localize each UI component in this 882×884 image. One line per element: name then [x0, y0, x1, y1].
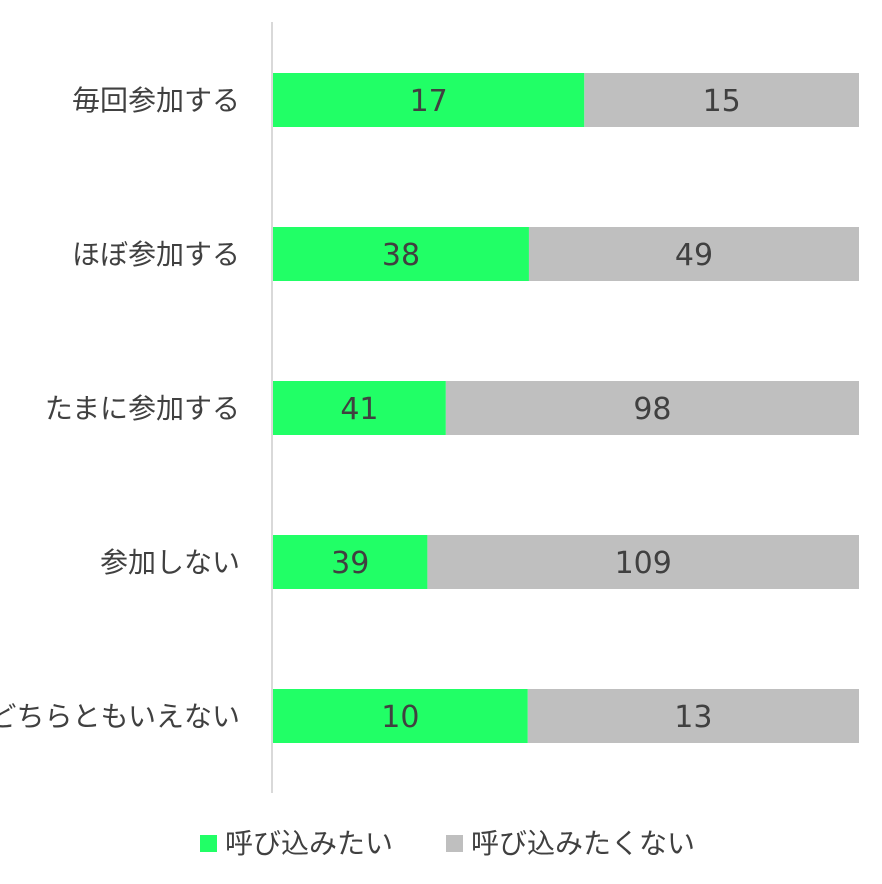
- bar-want-4: [273, 689, 528, 743]
- bars-layer: 17 15 38 49 41 98 39 109 10 13: [273, 73, 859, 743]
- data-label-dont-want-3: 109: [615, 546, 672, 581]
- bar-want-3: [273, 535, 428, 589]
- data-label-want-0: 17: [410, 84, 448, 119]
- legend-swatch-want: [200, 835, 217, 852]
- bar-dont-want-2: [445, 381, 859, 435]
- category-label-1: ほぼ参加する: [72, 238, 240, 271]
- bar-dont-want-4: [527, 689, 859, 743]
- category-label-2: たまに参加する: [45, 392, 240, 425]
- data-label-dont-want-4: 13: [674, 700, 712, 735]
- data-label-want-4: 10: [381, 700, 419, 735]
- bar-want-2: [273, 381, 446, 435]
- data-label-want-3: 39: [331, 546, 369, 581]
- bar-dont-want-1: [528, 227, 859, 281]
- bar-want-0: [273, 73, 585, 127]
- bar-want-1: [273, 227, 529, 281]
- bar-dont-want-3: [427, 535, 859, 589]
- legend: 呼び込みたい 呼び込みたくない: [200, 827, 695, 860]
- data-label-dont-want-1: 49: [675, 238, 713, 273]
- legend-swatch-dont-want: [446, 835, 463, 852]
- legend-label-dont-want: 呼び込みたくない: [471, 827, 695, 860]
- bar-dont-want-0: [584, 73, 859, 127]
- category-label-4: どちらともいえない: [0, 700, 240, 733]
- data-label-want-2: 41: [340, 392, 378, 427]
- data-label-dont-want-0: 15: [703, 84, 741, 119]
- category-label-3: 参加しない: [100, 546, 240, 579]
- data-label-dont-want-2: 98: [633, 392, 671, 427]
- category-label-0: 毎回参加する: [72, 84, 240, 117]
- data-label-want-1: 38: [382, 238, 420, 273]
- legend-label-want: 呼び込みたい: [225, 827, 393, 860]
